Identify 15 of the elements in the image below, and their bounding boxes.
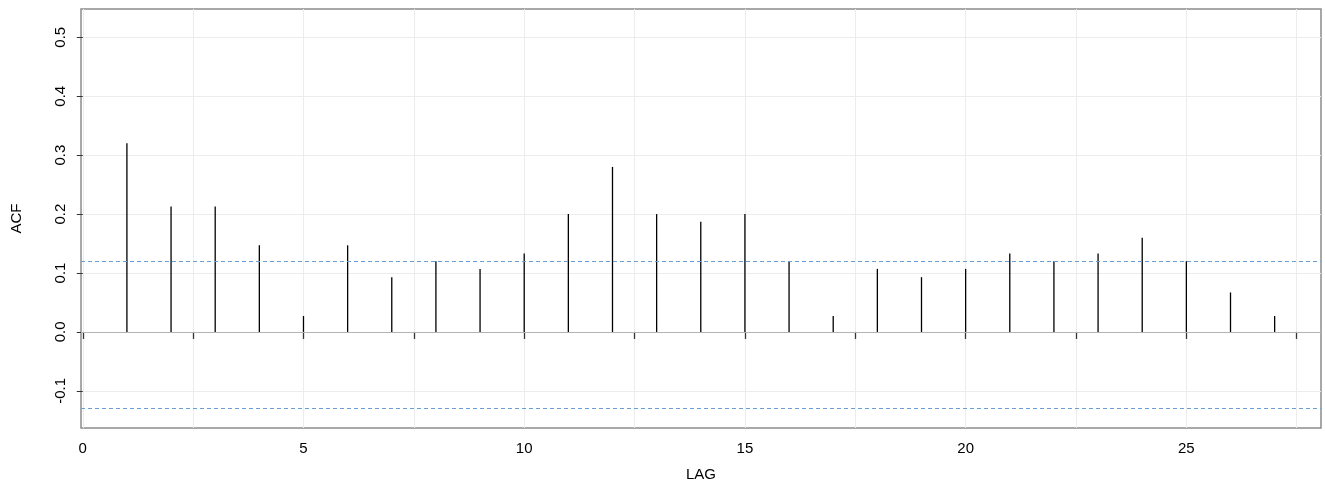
x-tick-label: 0 — [78, 439, 87, 456]
x-tick-label: 25 — [1178, 439, 1195, 456]
x-tick-label: 5 — [299, 439, 308, 456]
x-axis-title: LAG — [685, 465, 717, 482]
y-tick-label: 0.0 — [51, 321, 68, 343]
y-tick-label: 0.1 — [51, 262, 68, 284]
y-tick-label: 0.2 — [51, 203, 68, 225]
y-tick-label: 0.3 — [51, 144, 68, 166]
x-tick-label: 15 — [736, 439, 754, 456]
y-axis-title: ACF — [7, 203, 24, 234]
x-tick-label: 10 — [515, 439, 533, 456]
x-tick-label: 20 — [957, 439, 974, 456]
y-tick-label: 0.4 — [51, 85, 68, 107]
y-tick-label: -0.1 — [51, 377, 68, 404]
y-tick-label: 0.5 — [51, 26, 68, 48]
